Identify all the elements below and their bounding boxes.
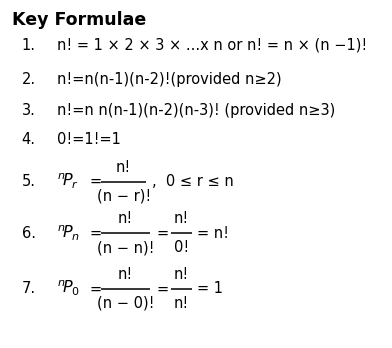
Text: (n − r)!: (n − r)! [96, 189, 151, 204]
Text: n!: n! [174, 296, 189, 311]
Text: 2.: 2. [22, 72, 36, 87]
Text: $^n\!P_r$: $^n\!P_r$ [57, 172, 79, 191]
Text: 1.: 1. [22, 38, 36, 53]
Text: = n!: = n! [197, 226, 229, 241]
Text: 3.: 3. [22, 103, 35, 118]
Text: =: = [89, 281, 102, 296]
Text: 4.: 4. [22, 132, 36, 147]
Text: 0!=1!=1: 0!=1!=1 [57, 132, 121, 147]
Text: 6.: 6. [22, 226, 36, 241]
Text: $^n\!P_n$: $^n\!P_n$ [57, 223, 80, 243]
Text: n!=n(n-1)(n-2)!(provided n≥2): n!=n(n-1)(n-2)!(provided n≥2) [57, 72, 281, 87]
Text: n!: n! [174, 211, 189, 226]
Text: n!: n! [118, 211, 133, 226]
Text: (n − n)!: (n − n)! [97, 240, 154, 255]
Text: =: = [89, 174, 102, 189]
Text: $^n\!P_0$: $^n\!P_0$ [57, 279, 80, 299]
Text: (n − 0)!: (n − 0)! [97, 296, 154, 311]
Text: n!: n! [174, 267, 189, 282]
Text: Key Formulae: Key Formulae [12, 11, 146, 30]
Text: 0!: 0! [174, 240, 189, 255]
Text: n!=n n(n-1)(n-2)(n-3)! (provided n≥3): n!=n n(n-1)(n-2)(n-3)! (provided n≥3) [57, 103, 335, 118]
Text: =: = [156, 226, 168, 241]
Text: n! = 1 × 2 × 3 × ...x n or n! = n × (n −1)!: n! = 1 × 2 × 3 × ...x n or n! = n × (n −… [57, 38, 367, 53]
Text: = 1: = 1 [197, 281, 223, 296]
Text: n!: n! [116, 159, 131, 175]
Text: n!: n! [118, 267, 133, 282]
Text: 7.: 7. [22, 281, 36, 296]
Text: =: = [89, 226, 102, 241]
Text: 5.: 5. [22, 174, 36, 189]
Text: ,  0 ≤ r ≤ n: , 0 ≤ r ≤ n [152, 174, 234, 189]
Text: =: = [156, 281, 168, 296]
